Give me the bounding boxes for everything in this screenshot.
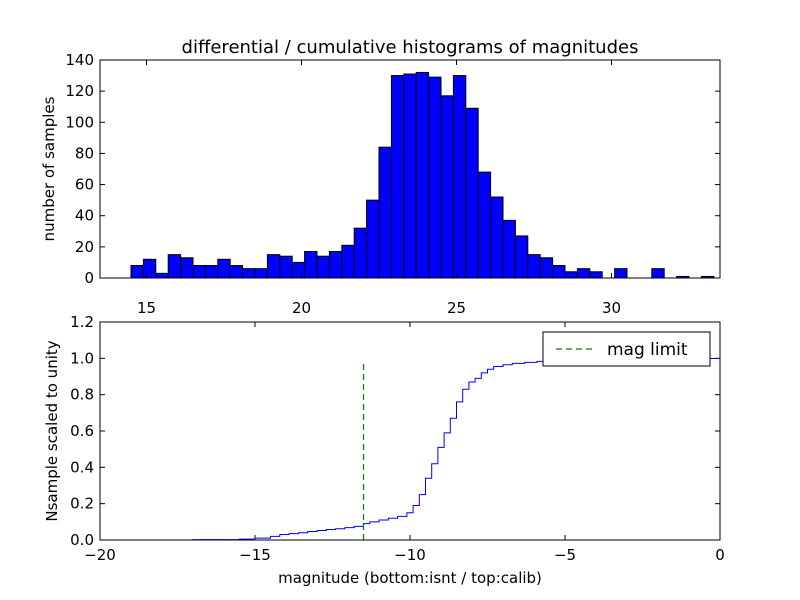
- cumulative-xtick-label: −5: [554, 546, 576, 564]
- histogram-bar: [589, 271, 603, 279]
- histogram-bar: [452, 75, 467, 279]
- histogram-ytick-label: 100: [65, 113, 94, 131]
- histogram-bar: [514, 235, 529, 279]
- histogram-bar: [353, 227, 368, 279]
- histogram-bar: [428, 76, 442, 279]
- histogram-bar: [539, 257, 554, 279]
- histogram-bar: [366, 199, 380, 279]
- histogram-bar: [229, 265, 244, 279]
- histogram-bar: [254, 268, 268, 279]
- legend: mag limit: [542, 331, 711, 367]
- histogram-bar: [390, 75, 405, 279]
- cumulative-xlabel: magnitude (bottom:isnt / top:calib): [278, 569, 542, 587]
- histogram-ytick-label: 20: [75, 238, 94, 256]
- cumulative-step-line: [115, 357, 721, 541]
- histogram-bar: [576, 268, 591, 279]
- histogram-bar: [502, 219, 516, 279]
- histogram-bar: [527, 254, 541, 279]
- histogram-xtick-label: 15: [137, 299, 156, 317]
- histogram-bar: [552, 265, 566, 279]
- legend-label: mag limit: [607, 340, 688, 360]
- histogram-bar: [403, 73, 417, 279]
- histogram-xtick-label: 25: [447, 299, 466, 317]
- cumulative-ylabel: Nsample scaled to unity: [43, 340, 61, 521]
- histogram-ytick-label: 40: [75, 207, 94, 225]
- histogram-bar: [204, 265, 219, 279]
- histogram-bar: [490, 196, 504, 279]
- histogram-xtick-label: 30: [602, 299, 621, 317]
- legend-box: [542, 331, 711, 367]
- histogram-ylabel: number of samples: [40, 96, 58, 241]
- histogram-bar: [651, 268, 665, 279]
- cumulative-ytick-label: 0.6: [70, 422, 94, 440]
- cumulative-ticks: −20 −15 −10 −5 0 0.0 0.2 0.4 0.6 0.8 1.0 1.2: [70, 313, 725, 564]
- histogram-ytick-label: 140: [65, 51, 94, 69]
- histogram-ytick-label: 120: [65, 82, 94, 100]
- histogram-bar: [477, 171, 492, 279]
- cumulative-ytick-label: 0.2: [70, 495, 94, 513]
- histogram-bar: [328, 251, 343, 279]
- histogram-plot-frame: [99, 59, 721, 279]
- histogram-bar: [167, 254, 182, 279]
- histogram-bar: [316, 255, 330, 279]
- cumulative-plot-frame: [99, 321, 721, 541]
- histogram-bar: [378, 146, 392, 279]
- cumulative-ytick-label: 0.4: [70, 458, 94, 476]
- histogram-bar: [440, 95, 454, 279]
- cumulative-xtick-label: −10: [394, 546, 426, 564]
- histogram-bar: [304, 251, 318, 279]
- histogram-ticks: 15 20 25 30 0 20 40 60 80 100 120 140: [65, 51, 720, 317]
- histogram-bar: [155, 272, 169, 279]
- cumulative-ytick-label: 1.2: [70, 313, 94, 331]
- histogram-bar: [564, 271, 578, 279]
- histogram-bar: [291, 261, 306, 279]
- histogram-bar: [217, 258, 231, 279]
- histogram-xtick-label: 20: [292, 299, 311, 317]
- histogram-bar: [192, 265, 206, 279]
- cumulative-ytick-label: 0.0: [70, 531, 94, 549]
- cumulative-ytick-label: 1.0: [70, 349, 94, 367]
- cumulative-panel: magnitude (bottom:isnt / top:calib) Nsam…: [43, 313, 725, 587]
- histogram-bar: [415, 71, 430, 279]
- histogram-bar: [180, 257, 194, 279]
- histogram-panel: differential / cumulative histograms of …: [40, 37, 721, 317]
- histogram-ytick-label: 60: [75, 176, 94, 194]
- histogram-bar: [130, 265, 144, 279]
- cumulative-ytick-label: 0.8: [70, 386, 94, 404]
- histogram-ytick-label: 80: [75, 144, 94, 162]
- histogram-bar: [242, 268, 256, 279]
- cumulative-xtick-label: 0: [715, 546, 725, 564]
- histogram-title: differential / cumulative histograms of …: [182, 37, 639, 58]
- cumulative-xtick-label: −15: [239, 546, 271, 564]
- histogram-ytick-label: 0: [84, 269, 94, 287]
- histogram-bar: [142, 258, 157, 279]
- histogram-bar: [341, 244, 355, 279]
- cumulative-xtick-label: −20: [84, 546, 116, 564]
- histogram-bar: [614, 268, 628, 279]
- histogram-bar: [465, 107, 479, 279]
- histogram-bar: [266, 254, 281, 279]
- histogram-bar: [279, 255, 293, 279]
